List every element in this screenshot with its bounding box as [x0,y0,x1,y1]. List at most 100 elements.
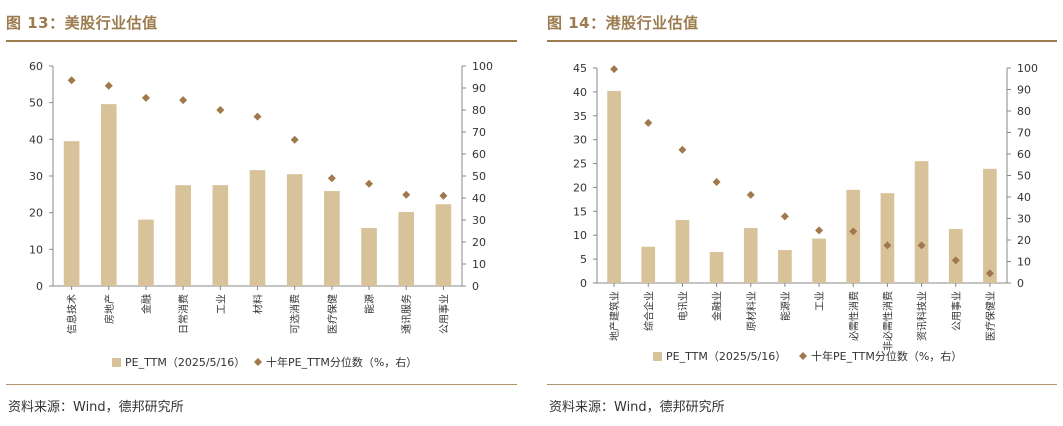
percentile-point [141,93,150,102]
left-tick-label: 20 [29,207,43,220]
right-tick-label: 10 [1017,256,1031,269]
left-tick-label: 60 [29,60,43,73]
legend-bar-swatch [112,358,121,367]
bar [324,191,340,286]
title-rule [547,40,1057,42]
bar [175,185,191,286]
bar [641,246,656,283]
category-label: 能源 [363,294,376,314]
source-note: 资料来源：Wind，德邦研究所 [549,400,725,415]
left-tick-label: 0 [580,277,587,290]
right-tick-label: 20 [1017,234,1031,247]
percentile-point [883,241,892,250]
category-label: 金融业 [711,291,724,321]
right-tick-label: 40 [1017,191,1031,204]
bar [212,185,229,286]
percentile-point [985,269,994,278]
right-tick-label: 100 [1017,62,1038,75]
left-tick-label: 30 [29,170,43,183]
category-label: 综合企业 [642,291,655,331]
right-tick-label: 0 [1017,277,1024,290]
right-tick-label: 90 [1017,84,1031,97]
left-tick-label: 15 [573,205,587,218]
right-tick-label: 30 [1017,213,1031,226]
percentile-point [917,241,926,250]
percentile-point [712,177,721,186]
category-label: 可选消费 [289,294,302,334]
legend-point-swatch [254,358,262,366]
bar [983,168,997,283]
right-tick-label: 70 [1017,127,1031,140]
category-label: 非必需性消费 [881,291,894,351]
category-label: 材料 [252,294,265,314]
bar [138,219,154,286]
bar [709,251,724,283]
bar [812,238,826,283]
percentile-point [815,226,824,235]
bar [398,211,415,286]
percentile-point [290,135,299,144]
bar [846,189,861,283]
category-label: 工业 [814,291,826,311]
left-tick-label: 40 [29,133,43,146]
category-label: 资讯科技业 [916,291,929,341]
percentile-point [365,179,374,188]
right-tick-label: 80 [472,104,486,117]
right-tick-label: 20 [472,236,486,249]
left-tick-label: 50 [29,97,43,110]
source-note: 资料来源：Wind，德邦研究所 [8,400,184,415]
category-label: 公用事业 [437,294,450,334]
right-tick-label: 100 [472,60,493,73]
right-tick-label: 40 [472,192,486,205]
bar [100,104,117,286]
bar [361,228,377,286]
left-tick-label: 10 [573,229,587,242]
bar [914,161,929,283]
legend-bar-swatch [653,352,662,361]
category-label: 必需性消费 [847,291,860,341]
category-label: 电讯业 [676,291,689,321]
right-tick-label: 70 [472,126,486,139]
category-label: 工业 [215,294,227,314]
left-tick-label: 5 [580,253,587,266]
right-tick-label: 60 [1017,148,1031,161]
hk-sector-valuation-chart: 0 5 10 15 20 25 30 35 40 45 0 10 20 30 40 50 60 70 80 90 100… [573,62,1038,363]
source-rule [547,384,1057,385]
left-tick-label: 20 [573,181,587,194]
percentile-point [327,174,336,183]
bar [286,174,303,286]
percentile-point [67,76,76,85]
legend-point-swatch [799,352,807,360]
source-rule [6,384,517,385]
left-tick-label: 45 [573,62,587,75]
percentile-point [104,81,113,90]
legend-bar-label: PE_TTM（2025/5/16） [666,350,786,363]
category-label: 房地产 [103,294,116,324]
bar [743,228,758,283]
title-rule [6,40,517,42]
bar [675,219,690,283]
left-tick-label: 40 [573,86,587,99]
percentile-point [253,112,262,121]
bar [607,90,621,283]
left-tick-label: 10 [29,243,43,256]
percentile-point [849,227,858,236]
percentile-point [746,190,755,199]
percentile-point [644,118,653,127]
category-label: 公用事业 [950,291,963,331]
bar [880,193,895,283]
category-label: 信息技术 [66,294,79,334]
left-tick-label: 35 [573,110,587,123]
percentile-point [678,145,687,154]
right-tick-label: 50 [1017,170,1031,183]
bar [435,204,452,286]
legend-point-label: 十年PE_TTM分位数（%，右） [266,355,417,369]
percentile-point [439,191,448,200]
percentile-point [179,96,188,105]
category-label: 金融 [140,294,153,314]
category-label: 医疗保健 [326,294,339,334]
bar [63,141,80,286]
category-label: 能源业 [779,291,792,321]
right-tick-label: 30 [472,214,486,227]
right-tick-label: 0 [472,280,479,293]
